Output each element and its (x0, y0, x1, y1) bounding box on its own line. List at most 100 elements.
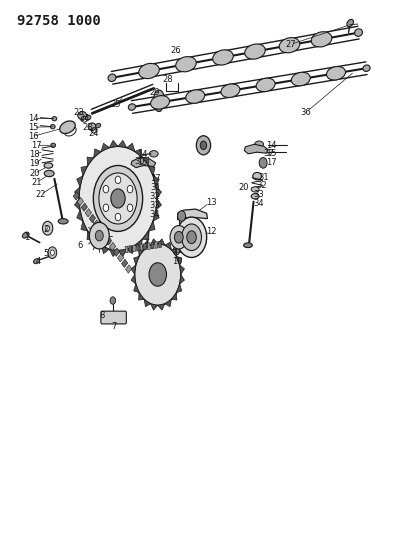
Ellipse shape (149, 183, 158, 190)
Circle shape (154, 90, 164, 103)
Ellipse shape (355, 29, 363, 36)
Polygon shape (171, 293, 177, 300)
Polygon shape (77, 210, 83, 221)
Ellipse shape (44, 170, 54, 176)
Polygon shape (147, 243, 150, 249)
Polygon shape (135, 149, 142, 158)
Ellipse shape (128, 104, 136, 110)
Polygon shape (131, 265, 136, 274)
Polygon shape (158, 239, 165, 245)
Polygon shape (156, 187, 162, 198)
Ellipse shape (176, 56, 196, 72)
Polygon shape (178, 209, 207, 220)
Text: 8: 8 (99, 311, 105, 320)
Text: 13: 13 (206, 198, 217, 207)
Polygon shape (142, 231, 149, 240)
Text: 4: 4 (36, 257, 41, 265)
Polygon shape (109, 140, 118, 148)
Polygon shape (93, 220, 100, 228)
Text: 14: 14 (136, 150, 147, 159)
Text: 31: 31 (258, 173, 269, 182)
Circle shape (196, 136, 211, 155)
Circle shape (182, 224, 201, 251)
Polygon shape (158, 241, 162, 248)
Text: 6: 6 (77, 241, 83, 250)
Polygon shape (94, 239, 101, 248)
Circle shape (127, 204, 133, 212)
Polygon shape (180, 265, 184, 274)
Polygon shape (148, 221, 155, 231)
Polygon shape (73, 192, 79, 200)
Text: 15: 15 (28, 123, 39, 132)
Polygon shape (132, 245, 136, 252)
Polygon shape (171, 249, 177, 256)
Circle shape (149, 263, 166, 286)
Text: 17: 17 (150, 174, 160, 183)
Polygon shape (85, 208, 91, 217)
Ellipse shape (150, 95, 170, 109)
Text: 27: 27 (286, 40, 296, 49)
Polygon shape (134, 256, 139, 265)
Ellipse shape (139, 63, 159, 78)
Text: 18: 18 (29, 150, 40, 159)
Polygon shape (77, 197, 83, 206)
Text: 26: 26 (170, 46, 181, 55)
Text: 35: 35 (198, 141, 209, 150)
Polygon shape (144, 243, 147, 250)
Polygon shape (101, 231, 108, 239)
FancyBboxPatch shape (101, 311, 126, 324)
Circle shape (176, 217, 207, 257)
Ellipse shape (213, 50, 233, 65)
Polygon shape (113, 248, 120, 256)
Text: 23: 23 (73, 108, 83, 117)
Polygon shape (118, 140, 126, 148)
Polygon shape (129, 246, 132, 252)
Circle shape (174, 231, 183, 243)
Ellipse shape (221, 84, 240, 98)
Ellipse shape (148, 200, 156, 205)
Ellipse shape (96, 123, 101, 128)
Text: 92758 1000: 92758 1000 (17, 14, 101, 28)
Polygon shape (151, 242, 154, 249)
Polygon shape (87, 231, 94, 240)
Ellipse shape (279, 38, 300, 53)
Polygon shape (77, 176, 83, 187)
Text: 9: 9 (153, 273, 158, 282)
Circle shape (89, 222, 109, 249)
Ellipse shape (22, 232, 29, 238)
Text: 29: 29 (150, 87, 160, 96)
Text: 2: 2 (44, 225, 49, 234)
Polygon shape (151, 304, 158, 310)
Text: 34: 34 (253, 199, 264, 208)
Polygon shape (126, 245, 135, 254)
Circle shape (50, 250, 54, 255)
Polygon shape (151, 239, 158, 245)
Circle shape (103, 204, 109, 212)
Ellipse shape (44, 163, 53, 168)
Polygon shape (81, 221, 87, 231)
Circle shape (93, 165, 142, 231)
Polygon shape (153, 210, 159, 221)
Ellipse shape (311, 32, 332, 47)
Polygon shape (125, 246, 128, 253)
Text: 17: 17 (266, 158, 277, 167)
Polygon shape (140, 244, 143, 251)
Polygon shape (131, 274, 136, 284)
Ellipse shape (149, 151, 158, 157)
Circle shape (111, 189, 125, 208)
Polygon shape (117, 254, 124, 262)
Polygon shape (101, 245, 109, 254)
Polygon shape (81, 166, 87, 176)
Polygon shape (176, 284, 182, 293)
Polygon shape (135, 239, 142, 248)
Ellipse shape (78, 111, 87, 119)
Text: 23: 23 (83, 123, 93, 132)
Polygon shape (245, 144, 268, 154)
Text: 24: 24 (89, 129, 99, 138)
Text: 7: 7 (111, 321, 117, 330)
Text: 33: 33 (253, 190, 264, 199)
Polygon shape (131, 158, 156, 167)
Polygon shape (138, 293, 144, 300)
Polygon shape (109, 243, 116, 251)
Ellipse shape (186, 90, 205, 103)
